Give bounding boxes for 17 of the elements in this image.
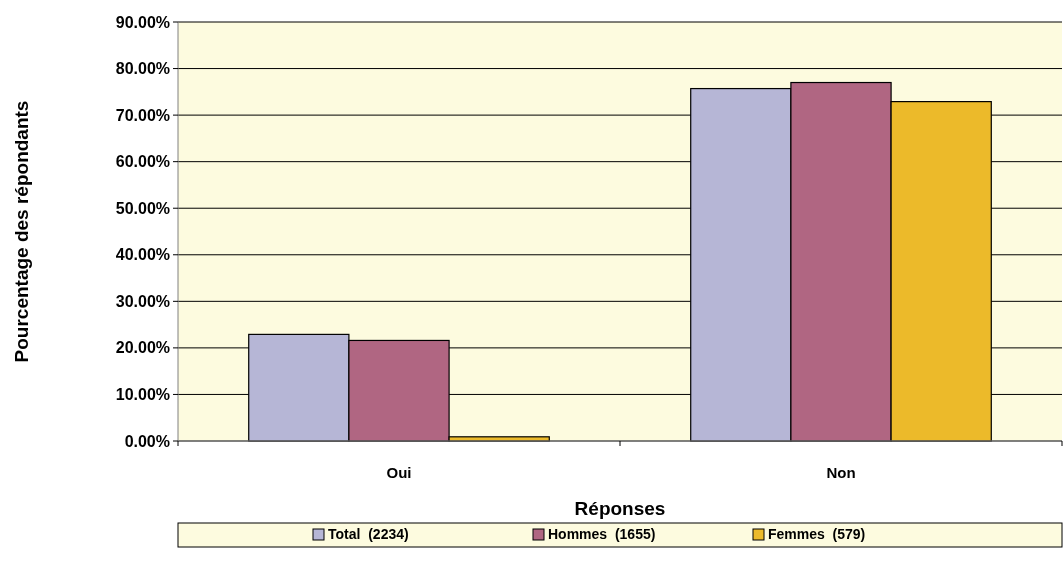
y-tick-label: 70.00% (115, 106, 170, 124)
x-tick-label: Non (826, 464, 856, 481)
legend-label: Femmes (579) (768, 526, 866, 542)
y-axis-title: Pourcentage des répondants (11, 100, 32, 363)
y-tick-label: 80.00% (115, 60, 170, 78)
y-tick-label: 20.00% (115, 339, 170, 357)
x-axis-title: Réponses (574, 498, 666, 519)
y-tick-label: 60.00% (115, 153, 170, 171)
y-tick-label: 30.00% (115, 292, 170, 310)
y-tick-label: 0.00% (124, 432, 170, 450)
y-tick-label: 50.00% (115, 199, 170, 217)
legend-label: Total (2234) (328, 526, 409, 542)
y-tick-label: 10.00% (115, 386, 170, 404)
y-tick-label: 40.00% (115, 246, 170, 264)
legend-label: Hommes (1655) (548, 526, 656, 542)
y-tick-label: 90.00% (115, 13, 170, 31)
x-tick-label: Oui (386, 464, 412, 481)
